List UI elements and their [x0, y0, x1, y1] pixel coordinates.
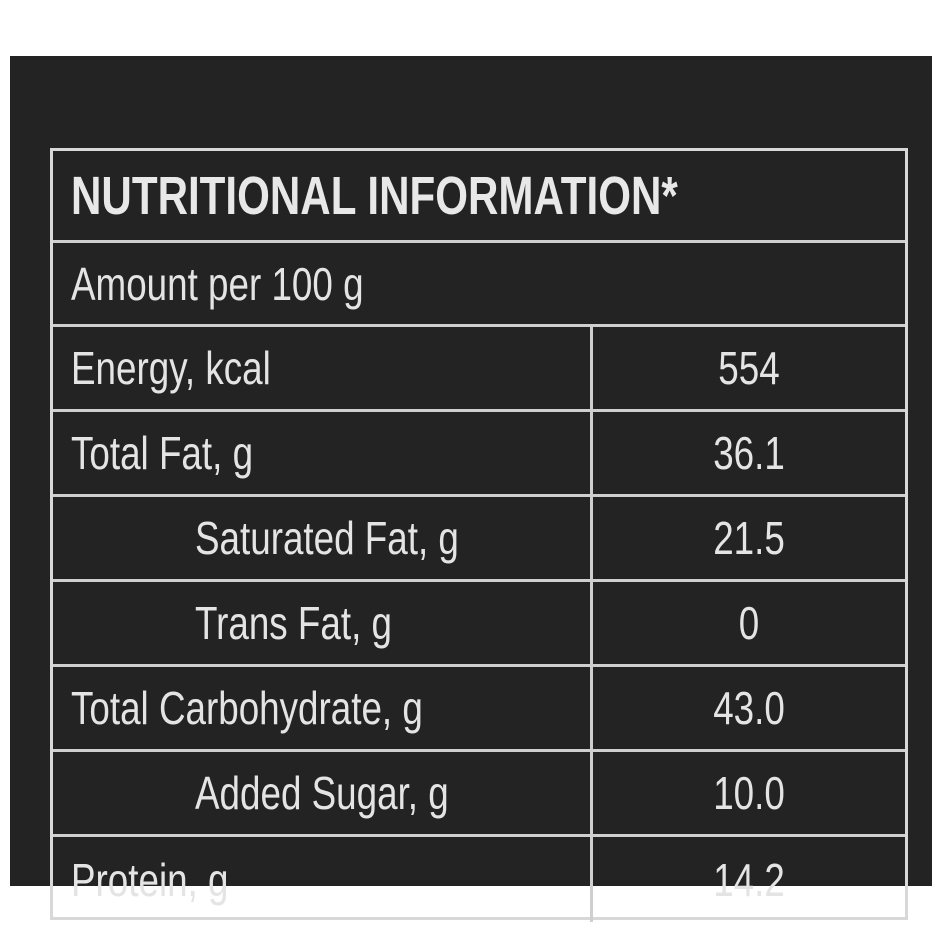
- value-cell: 10.0: [590, 752, 905, 834]
- label-panel: NUTRITIONAL INFORMATION* Amount per 100 …: [10, 56, 932, 922]
- nutrient-value: 21.5: [713, 512, 785, 564]
- nutrient-name: Total Carbohydrate, g: [71, 682, 423, 734]
- nutrition-table: NUTRITIONAL INFORMATION* Amount per 100 …: [50, 148, 908, 922]
- value-cell: 14.2: [590, 837, 905, 922]
- nutrient-value: 554: [718, 342, 780, 394]
- table-row: Trans Fat, g 0: [53, 582, 905, 667]
- value-cell: 554: [590, 327, 905, 409]
- nutrient-name: Trans Fat, g: [195, 597, 393, 649]
- nutrient-name: Saturated Fat, g: [195, 512, 459, 564]
- nutrient-name: Total Fat, g: [71, 427, 254, 479]
- table-row: Protein, g 14.2: [53, 837, 905, 922]
- nutrient-value: 43.0: [713, 682, 785, 734]
- nutrient-name: Energy, kcal: [71, 342, 271, 394]
- table-title: NUTRITIONAL INFORMATION*: [71, 166, 678, 226]
- serving-row: Amount per 100 g: [53, 243, 905, 327]
- nutrient-name: Added Sugar, g: [195, 767, 449, 819]
- nutrient-value: 10.0: [713, 767, 785, 819]
- table-row: Total Fat, g 36.1: [53, 412, 905, 497]
- nutrient-name: Protein, g: [71, 853, 229, 906]
- value-cell: 43.0: [590, 667, 905, 749]
- serving-size: Amount per 100 g: [71, 257, 364, 310]
- value-cell: 36.1: [590, 412, 905, 494]
- value-cell: 0: [590, 582, 905, 664]
- nutrient-value: 14.2: [713, 853, 785, 906]
- nutrient-value: 0: [738, 597, 760, 649]
- table-row: Total Carbohydrate, g 43.0: [53, 667, 905, 752]
- table-row: Energy, kcal 554: [53, 327, 905, 412]
- table-row: Saturated Fat, g 21.5: [53, 497, 905, 582]
- value-cell: 21.5: [590, 497, 905, 579]
- title-row: NUTRITIONAL INFORMATION*: [53, 151, 905, 243]
- nutrient-value: 36.1: [713, 427, 785, 479]
- table-row: Added Sugar, g 10.0: [53, 752, 905, 837]
